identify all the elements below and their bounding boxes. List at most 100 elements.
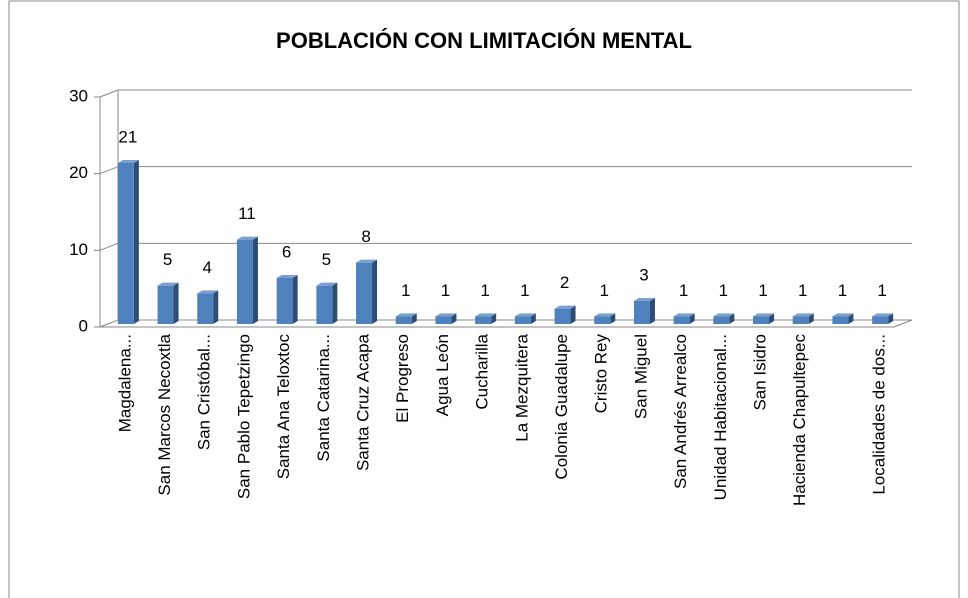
value-label: 5 [163,250,172,269]
bar-front [435,316,452,324]
bar-top [197,290,219,294]
bar-side [570,305,576,324]
bar-front [832,316,849,324]
bar-front [157,285,174,324]
y-tick-label: 0 [79,316,88,335]
bar-top [395,313,417,317]
x-tick-label: Unidad Habitacional... [711,334,730,500]
value-label: 1 [838,281,847,300]
bar-top [117,160,139,163]
bar-front [673,316,690,324]
bar-side [213,290,219,324]
value-label: 1 [877,281,886,300]
bar-front [713,316,730,324]
bar-side [292,275,298,324]
y-tick-label: 20 [69,163,88,182]
bar-side [491,313,497,324]
bar [554,305,576,324]
value-label: 1 [441,281,450,300]
bar-top [594,313,616,317]
chart-frame [8,0,960,598]
bar-side [769,313,775,324]
bar-front [633,301,650,324]
value-label: 1 [758,281,767,300]
bar-top [792,313,814,317]
bar-front [554,308,571,324]
bar-side [848,313,854,324]
x-tick-label: Magdalena... [115,334,134,432]
bar-front [117,163,134,324]
bar [356,259,378,324]
value-label: 1 [719,281,728,300]
bar [753,313,775,324]
bar-side [808,313,814,324]
bar-side [173,282,179,324]
bar [594,313,616,324]
x-tick-label: La Mezquitera [512,333,531,441]
x-tick-label: Cucharilla [473,333,492,409]
x-tick-label: Santa Cruz Acapa [354,333,373,471]
bar-side [649,298,655,324]
x-tick-label: San Isidro [751,334,770,411]
bar-side [332,282,338,324]
bar-front [753,316,770,324]
grid-line-depth [99,319,119,328]
bar-side [888,313,894,324]
bar-top [356,259,378,263]
x-tick-label: San Pablo Tepetzingo [234,334,253,499]
bar-top [673,313,695,317]
x-tick-label: Hacienda Chapultepec [790,334,809,507]
bar [316,282,338,324]
x-tick-label: San Marcos Necoxtla [155,333,174,495]
bar-front [356,262,373,324]
bar-top [236,236,258,240]
value-label: 4 [203,258,212,277]
bar [832,313,854,324]
bar-front [395,316,412,324]
x-tick-label: San Cristóbal... [195,334,214,450]
value-label: 1 [798,281,807,300]
value-label: 11 [238,204,256,223]
value-label: 2 [560,273,569,292]
bar-front [236,239,253,324]
bar-front [475,316,492,324]
value-label: 1 [600,281,609,300]
x-tick-label: Localidades de dos... [870,334,889,495]
chart-title: POBLACIÓN CON LIMITACIÓN MENTAL [276,28,692,53]
bar [395,313,417,324]
bar-side [451,313,457,324]
bar-side [729,313,735,324]
bar [435,313,457,324]
value-label: 3 [639,265,648,284]
bar-top [713,313,735,317]
x-tick-label: Santa Ana Teloxtoc [274,334,293,480]
bar-top [435,313,457,317]
value-label: 1 [520,281,529,300]
bar-front [316,285,333,324]
bar [197,290,219,324]
x-tick-label: Agua León [433,334,452,416]
grid-line-depth [99,242,119,251]
grid-line-depth [99,89,119,98]
bar-side [252,236,258,324]
bar [117,160,139,324]
bar-side [610,313,616,324]
bar [475,313,497,324]
x-axis-depth [893,319,913,328]
x-tick-label: Cristo Rey [592,334,611,414]
bar-top [872,313,894,317]
bar-top [157,282,179,286]
value-label: 8 [361,227,370,246]
bar-top [633,298,655,301]
bar-front [792,316,809,324]
bar-top [554,305,576,309]
bar [514,313,536,324]
bar [673,313,695,324]
bar-front [514,316,531,324]
bar-top [475,313,497,317]
x-tick-label: Colonia Guadalupe [552,334,571,480]
x-tick-label: Santa Catarina... [314,334,333,462]
bar [713,313,735,324]
value-label: 1 [401,281,410,300]
